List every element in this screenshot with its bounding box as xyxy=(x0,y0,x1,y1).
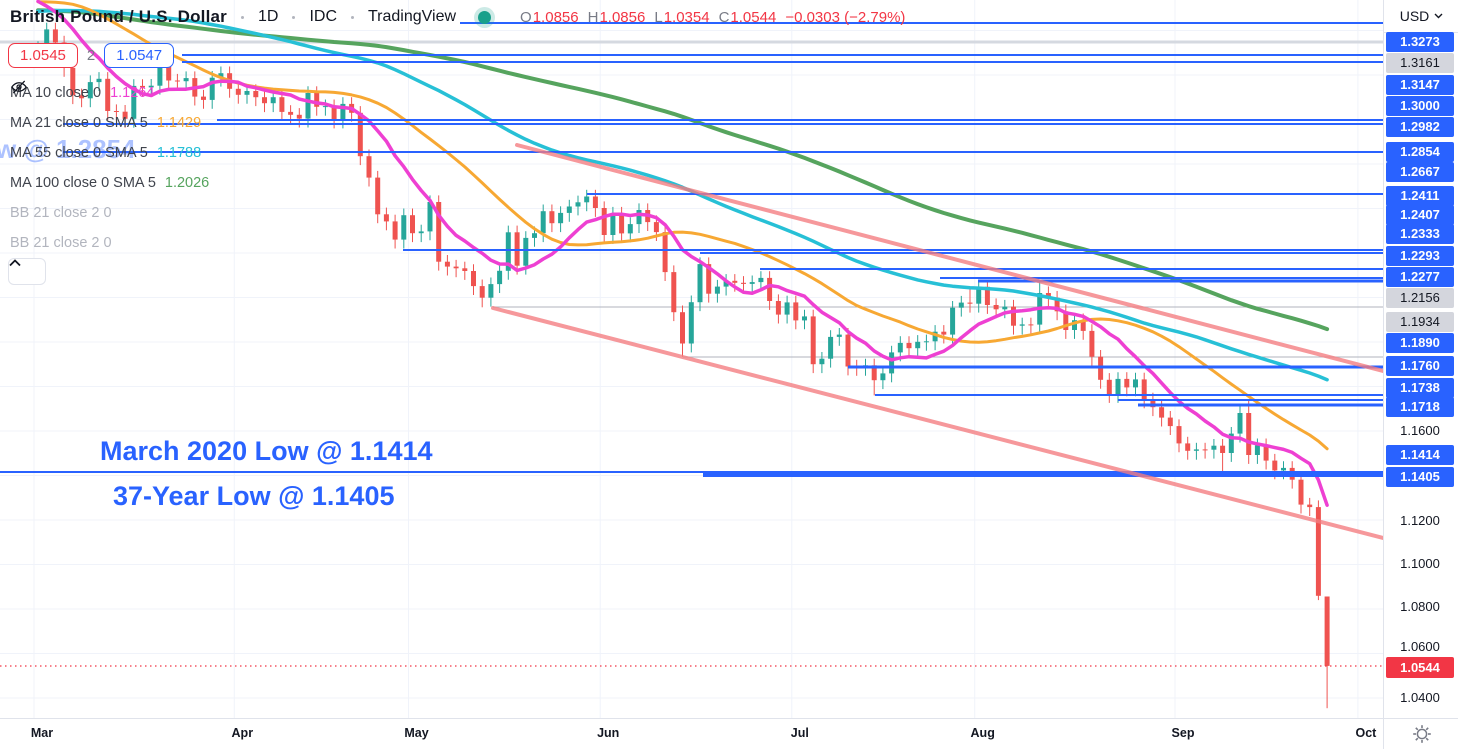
price-label-boxes: 1.0545 2 1.0547 xyxy=(8,43,175,68)
indicator-label: BB 21 close 2 0 xyxy=(10,205,112,221)
level-price-label: 1.1934 xyxy=(1386,312,1454,332)
collapse-legend-button[interactable] xyxy=(8,258,46,285)
axis-tick-label: 1.0600 xyxy=(1400,639,1440,654)
indicator-label: MA 21 close 0 SMA 5 xyxy=(10,115,148,131)
indicator-row[interactable]: MA 55 close 0 SMA 5 1.1788 xyxy=(10,138,209,168)
change-value: −0.0303 (−2.79%) xyxy=(785,8,906,26)
axis-corner xyxy=(1383,718,1458,749)
level-price-label: 1.3273 xyxy=(1386,32,1454,52)
level-price-label: 1.3147 xyxy=(1386,75,1454,95)
indicator-value: 1.1788 xyxy=(156,145,202,161)
axis-tick-label: 1.1000 xyxy=(1400,556,1440,571)
level-price-label: 1.2667 xyxy=(1386,162,1454,182)
ohlc-key: L xyxy=(654,8,663,26)
indicator-row[interactable]: BB 21 close 2 0 xyxy=(10,80,209,228)
ohlc-value: 1.0544 xyxy=(730,8,777,26)
separator-dot xyxy=(240,15,244,19)
level-price-label: 1.2982 xyxy=(1386,117,1454,137)
indicator-row[interactable]: BB 21 close 2 0 xyxy=(10,80,209,258)
price-box-middle-value: 2 xyxy=(86,47,96,64)
candlestick-chart[interactable] xyxy=(0,0,1383,718)
price-chart-pane[interactable]: w @ 1.2854 March 2020 Low @ 1.1414 37-Year… xyxy=(0,0,1383,718)
level-price-label: 1.3000 xyxy=(1386,96,1454,116)
level-price-label: 1.1414 xyxy=(1386,445,1454,465)
axis-tick-label: 1.0800 xyxy=(1400,599,1440,614)
chart-header: British Pound / U.S. Dollar 1D IDC Tradi… xyxy=(10,7,905,27)
indicator-row[interactable]: MA 100 close 0 SMA 5 1.2026 xyxy=(10,168,209,198)
axis-tick-label: 1.0400 xyxy=(1400,690,1440,705)
axis-tick-label: 1.1200 xyxy=(1400,513,1440,528)
indicator-label: BB 21 close 2 0 xyxy=(10,235,112,251)
separator-dot xyxy=(292,15,296,19)
text-annotation[interactable]: March 2020 Low @ 1.1414 xyxy=(100,436,433,466)
month-label: Jun xyxy=(597,726,620,740)
price-scale-currency-dropdown[interactable]: USD xyxy=(1384,0,1458,33)
ohlc-key: H xyxy=(587,8,599,26)
indicator-label: MA 100 close 0 SMA 5 xyxy=(10,175,156,191)
indicator-label: MA 10 close 0 xyxy=(10,85,102,101)
ohlc-key: C xyxy=(718,8,730,26)
ohlc-value: 1.0856 xyxy=(599,8,646,26)
ohlc-value: 1.0856 xyxy=(532,8,579,26)
level-price-label: 1.2333 xyxy=(1386,224,1454,244)
indicator-value: 1.1264 xyxy=(110,85,155,101)
indicator-row[interactable]: MA 21 close 0 SMA 5 1.1429 xyxy=(10,108,209,138)
month-label: Jul xyxy=(790,726,809,740)
market-status-icon[interactable] xyxy=(478,10,492,24)
ohlc-readout: O 1.0856 H 1.0856 L 1.0354 C 1.0544 −0.0303 (−2.… xyxy=(511,9,905,26)
chevron-up-icon xyxy=(9,259,21,267)
level-price-label: 1.1405 xyxy=(1386,467,1454,487)
indicator-value: 1.2026 xyxy=(164,175,210,191)
month-label: Oct xyxy=(1355,726,1377,740)
gear-icon[interactable] xyxy=(1412,724,1432,744)
level-price-label: 1.1760 xyxy=(1386,356,1454,376)
provider-label[interactable]: TradingView xyxy=(368,8,457,25)
indicator-value: 1.1429 xyxy=(156,115,202,131)
level-price-label: 1.1890 xyxy=(1386,333,1454,353)
month-label: Mar xyxy=(30,726,54,740)
level-price-label: 1.2293 xyxy=(1386,246,1454,266)
currency-label: USD xyxy=(1399,8,1430,24)
exchange-label[interactable]: IDC xyxy=(309,8,337,25)
text-annotation[interactable]: 37-Year Low @ 1.1405 xyxy=(113,481,395,511)
axis-tick-label: 1.1600 xyxy=(1400,423,1440,438)
month-label: Aug xyxy=(970,726,995,740)
time-axis[interactable]: Mar Apr May Jun Jul Aug Sep Oct xyxy=(0,718,1383,749)
level-price-label: 1.2411 xyxy=(1386,186,1454,206)
price-box-red[interactable]: 1.0545 xyxy=(8,43,78,68)
level-price-label: 1.1738 xyxy=(1386,378,1454,398)
month-label: May xyxy=(404,726,429,740)
interval-label[interactable]: 1D xyxy=(257,8,279,25)
month-label: Sep xyxy=(1171,726,1195,740)
indicator-row[interactable]: MA 10 close 0 1.1264 xyxy=(10,78,209,108)
level-price-label: 1.2277 xyxy=(1386,267,1454,287)
level-price-label: 1.1718 xyxy=(1386,397,1454,417)
price-scale[interactable]: USD 1.3273 1.3161 1.3147 1.3000 1.2982 1.2854… xyxy=(1383,0,1458,718)
level-price-label: 1.2156 xyxy=(1386,288,1454,308)
separator-dot xyxy=(351,15,354,19)
last-price-label: 1.0544 xyxy=(1386,657,1454,678)
month-label: Apr xyxy=(231,726,254,740)
price-box-blue[interactable]: 1.0547 xyxy=(104,43,175,68)
level-price-label: 1.2407 xyxy=(1386,205,1454,225)
chevron-down-icon xyxy=(1434,13,1443,19)
ohlc-value: 1.0354 xyxy=(663,8,710,26)
symbol-title[interactable]: British Pound / U.S. Dollar xyxy=(10,7,227,26)
ohlc-key: O xyxy=(520,8,532,26)
indicator-label: MA 55 close 0 SMA 5 xyxy=(10,145,148,161)
indicator-legend: MA 10 close 0 1.1264 MA 21 close 0 SMA 5 1.… xyxy=(10,78,209,258)
level-price-label: 1.2854 xyxy=(1386,142,1454,162)
text-annotation[interactable]: w @ 1.2854 xyxy=(0,134,136,164)
level-price-label: 1.3161 xyxy=(1386,53,1454,73)
